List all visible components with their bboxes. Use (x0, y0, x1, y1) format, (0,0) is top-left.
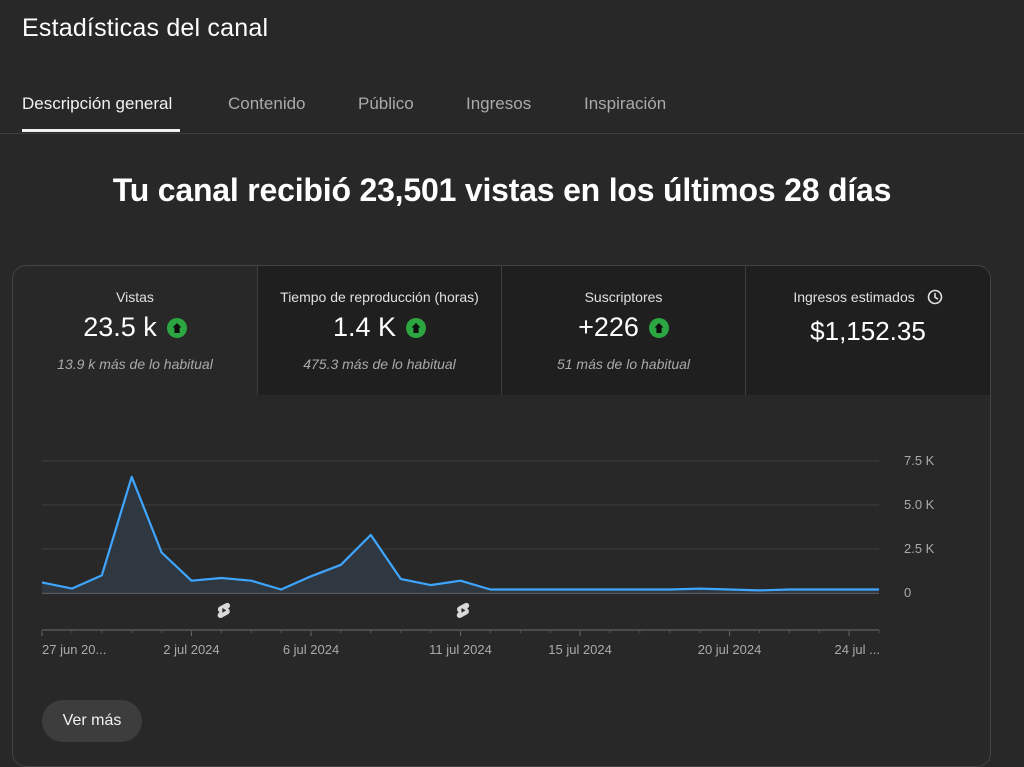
x-tick-label: 20 jul 2024 (698, 642, 762, 657)
page-title: Estadísticas del canal (22, 14, 269, 42)
x-tick-label: 6 jul 2024 (283, 642, 339, 657)
active-tab-indicator (22, 129, 180, 132)
tab-audience[interactable]: Público (358, 94, 414, 113)
summary-headline: Tu canal recibió 23,501 vistas en los úl… (112, 172, 892, 208)
metric-value: 23.5 k (83, 312, 157, 342)
area-fill (42, 476, 879, 593)
tab-content[interactable]: Contenido (228, 94, 306, 113)
shorts-icon (456, 602, 470, 618)
metric-subscribers[interactable]: Suscriptores +226 51 más de lo habitual (502, 266, 745, 395)
metric-label: Vistas (116, 289, 154, 305)
views-chart: 7.5 K 5.0 K 2.5 K 0 27 jun 20... 2 jul 2024 6 … (13, 395, 990, 766)
x-tick-label: 2 jul 2024 (163, 642, 219, 657)
metric-watch-time[interactable]: Tiempo de reproducción (horas) 1.4 K 475… (258, 266, 501, 395)
metric-comparison: 475.3 más de lo habitual (303, 356, 456, 372)
metric-label-text: Ingresos estimados (793, 289, 915, 305)
views-line-chart: 7.5 K 5.0 K 2.5 K 0 27 jun 20... 2 jul 2024 6 … (41, 453, 935, 657)
y-tick-label: 2.5 K (904, 541, 935, 556)
see-more-button[interactable]: Ver más (42, 700, 142, 742)
x-tick-label: 11 jul 2024 (429, 642, 492, 657)
y-tick-label: 5.0 K (904, 497, 935, 512)
metric-comparison: 13.9 k más de lo habitual (57, 356, 213, 372)
metric-value: 1.4 K (332, 312, 397, 342)
views-series-line (41, 475, 879, 592)
tab-bar: Descripción general Contenido Público In… (0, 78, 1024, 134)
clock-icon (927, 289, 942, 305)
y-tick-label: 7.5 K (904, 453, 935, 468)
tab-revenue[interactable]: Ingresos (466, 94, 532, 113)
metric-views[interactable]: Vistas 23.5 k 13.9 k más de lo habitual (13, 266, 257, 395)
tab-overview[interactable]: Descripción general (22, 94, 173, 113)
tab-inspiration[interactable]: Inspiración (584, 94, 667, 113)
y-tick-label: 0 (904, 585, 911, 600)
metric-comparison: 51 más de lo habitual (556, 356, 691, 372)
metric-label: Tiempo de reproducción (horas) (280, 289, 479, 305)
trend-up-icon (166, 317, 187, 338)
shorts-icon (217, 602, 231, 618)
trend-up-icon (648, 317, 669, 338)
metric-label: Suscriptores (584, 289, 663, 305)
metrics-card: Vistas 23.5 k 13.9 k más de lo habitual … (12, 265, 991, 767)
metric-label: Ingresos estimados (746, 289, 990, 305)
metric-value: +226 (578, 312, 639, 342)
x-tick-label: 27 jun 20... (42, 642, 106, 657)
x-tick-label: 24 jul ... (834, 642, 880, 657)
trend-up-icon (406, 317, 427, 338)
metric-value: $1,152.35 (810, 316, 926, 346)
x-tick-label: 15 jul 2024 (548, 642, 612, 657)
metric-revenue[interactable]: Ingresos estimados $1,152.35 (746, 266, 990, 395)
